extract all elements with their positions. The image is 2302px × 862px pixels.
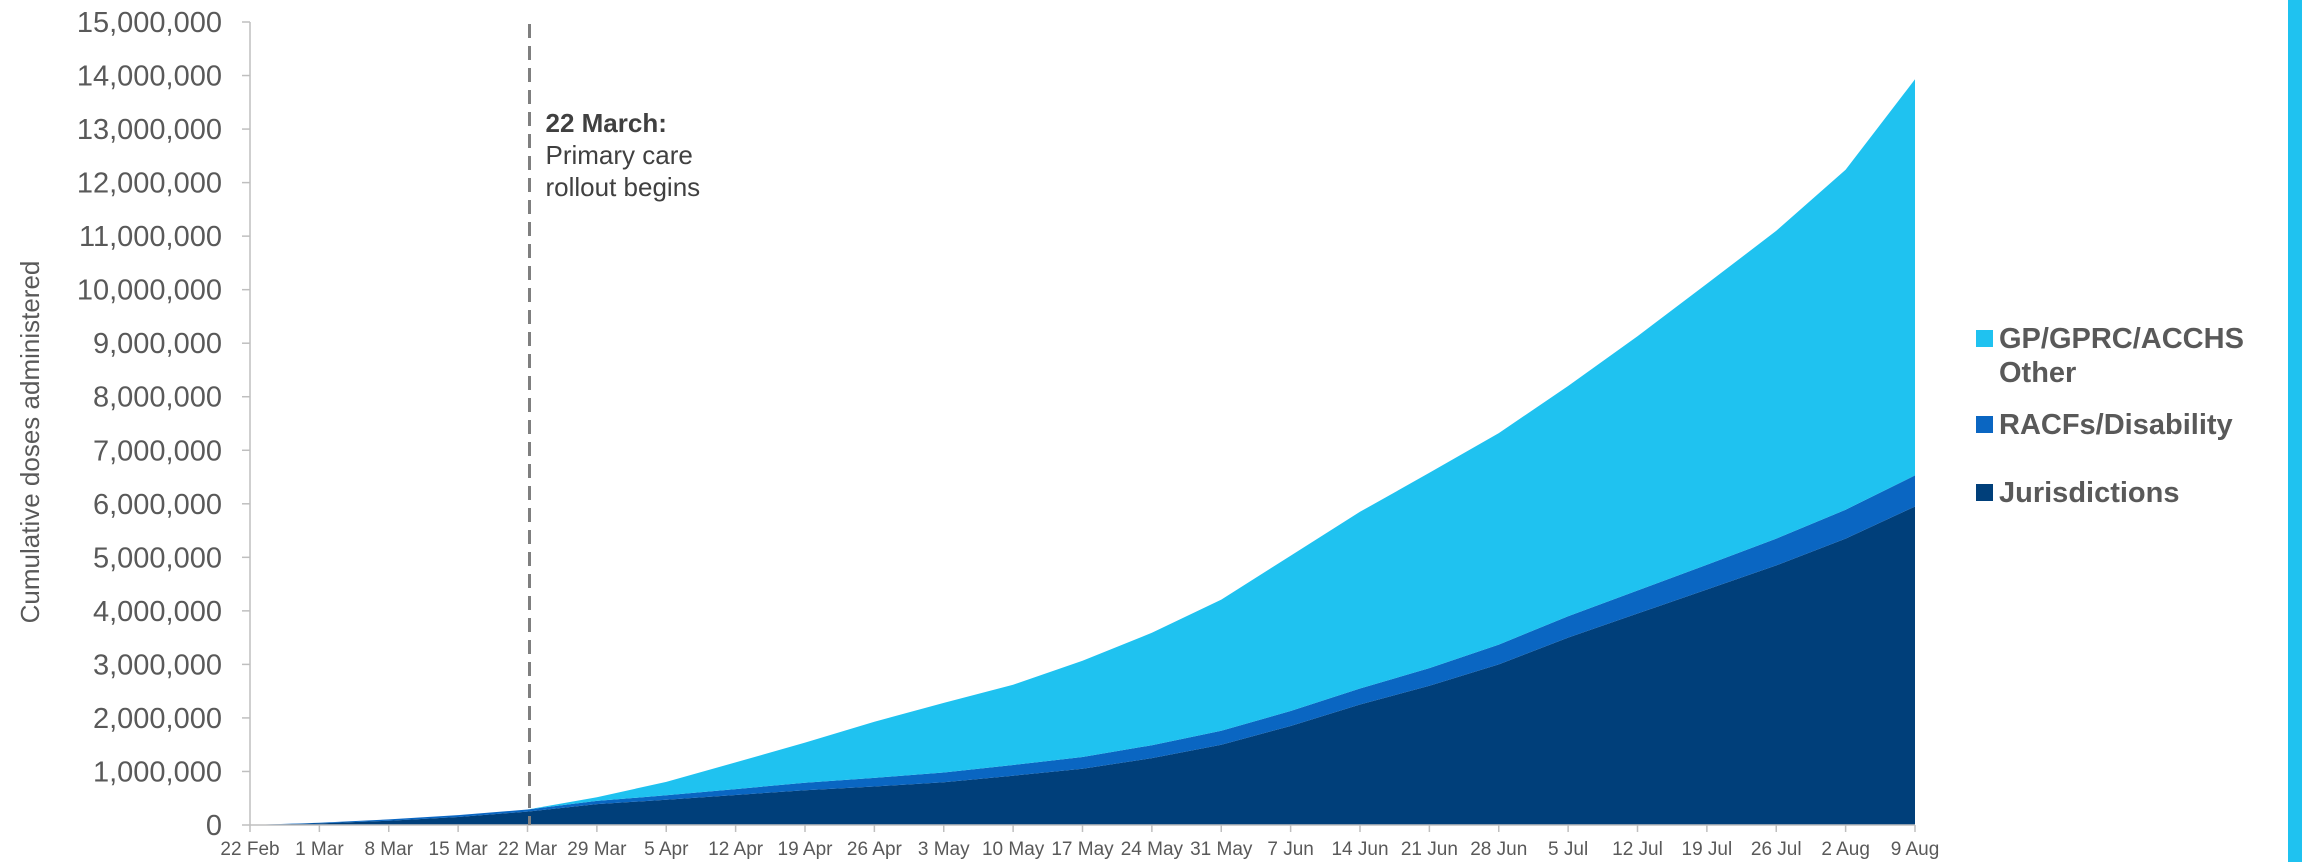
annotation-text-line: rollout begins [546, 172, 701, 202]
legend-label: RACFs/Disability [1999, 409, 2233, 441]
y-tick-label: 7,000,000 [93, 435, 222, 467]
x-tick-label: 29 Mar [567, 839, 627, 860]
y-tick-label: 10,000,000 [77, 275, 222, 307]
y-tick-label: 6,000,000 [93, 489, 222, 521]
y-tick-label: 9,000,000 [93, 328, 222, 360]
y-tick-label: 0 [206, 810, 222, 842]
y-tick-label: 2,000,000 [93, 703, 222, 735]
x-tick-label: 31 May [1190, 839, 1253, 860]
x-tick-label: 15 Mar [429, 839, 489, 860]
legend-swatch [1976, 416, 1993, 433]
x-tick-label: 22 Mar [498, 839, 558, 860]
x-tick-label: 12 Jul [1612, 839, 1663, 860]
x-tick-label: 2 Aug [1821, 839, 1870, 860]
y-tick-label: 5,000,000 [93, 542, 222, 574]
legend-swatch [1976, 484, 1993, 501]
y-tick-label: 12,000,000 [77, 168, 222, 200]
x-tick-label: 26 Jul [1751, 839, 1802, 860]
x-tick-label: 8 Mar [364, 839, 413, 860]
y-tick-label: 13,000,000 [77, 114, 222, 146]
x-tick-label: 12 Apr [708, 839, 764, 860]
legend: GP/GPRC/ACCHS Other RACFs/Disability Jur… [1976, 322, 2296, 528]
y-tick-label: 4,000,000 [93, 596, 222, 628]
x-tick-label: 26 Apr [847, 839, 903, 860]
area-series-gp-gprc-acchs-other [250, 79, 1915, 826]
annotation-text-line: Primary care [546, 140, 693, 170]
y-tick-label: 3,000,000 [93, 649, 222, 681]
x-tick-label: 10 May [982, 839, 1045, 860]
x-tick-label: 5 Apr [644, 839, 689, 860]
legend-item-racfs: RACFs/Disability [1976, 408, 2296, 442]
annotation-title: 22 March: [546, 108, 667, 138]
y-ticks: 0 1,000,000 2,000,000 3,000,000 4,000,000 5,0… [77, 7, 250, 842]
x-tick-label: 17 May [1051, 839, 1114, 860]
y-tick-label: 8,000,000 [93, 382, 222, 414]
x-tick-label: 22 Feb [220, 839, 279, 860]
y-tick-label: 1,000,000 [93, 756, 222, 788]
legend-item-gp: GP/GPRC/ACCHS Other [1976, 322, 2296, 390]
y-tick-label: 11,000,000 [79, 221, 222, 253]
x-tick-label: 7 Jun [1267, 839, 1313, 860]
area-series-group [250, 79, 1915, 826]
legend-item-jurisdictions: Jurisdictions [1976, 476, 2296, 510]
x-tick-label: 21 Jun [1401, 839, 1458, 860]
x-tick-label: 28 Jun [1470, 839, 1527, 860]
legend-label: GP/GPRC/ACCHS Other [1999, 323, 2244, 389]
y-tick-label: 15,000,000 [77, 7, 222, 39]
x-tick-label: 9 Aug [1891, 839, 1940, 860]
x-tick-label: 1 Mar [295, 839, 344, 860]
x-tick-label: 24 May [1121, 839, 1184, 860]
x-ticks: 22 Feb 1 Mar 8 Mar 15 Mar 22 Mar 29 Mar 5 Apr 1… [220, 825, 1939, 860]
legend-label: Jurisdictions [1999, 477, 2180, 509]
right-accent-bar [2288, 0, 2302, 862]
x-tick-label: 19 Apr [778, 839, 834, 860]
x-tick-label: 5 Jul [1548, 839, 1588, 860]
x-tick-label: 3 May [918, 839, 970, 860]
x-tick-label: 14 Jun [1331, 839, 1388, 860]
y-tick-label: 14,000,000 [77, 61, 222, 93]
x-tick-label: 19 Jul [1682, 839, 1733, 860]
y-axis-label: Cumulative doses administered [15, 261, 45, 624]
area-series-jurisdictions [250, 506, 1915, 825]
legend-swatch [1976, 330, 1993, 347]
